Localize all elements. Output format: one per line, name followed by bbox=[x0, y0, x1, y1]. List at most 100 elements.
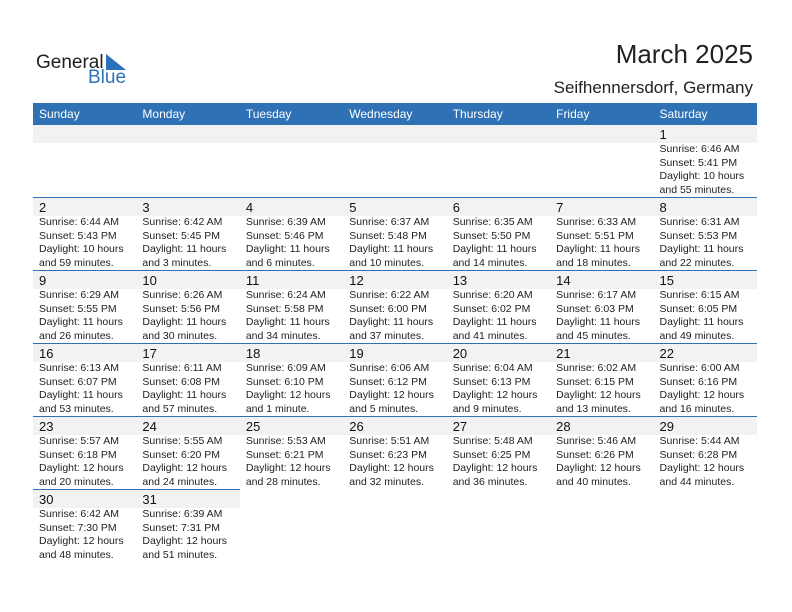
sunrise-text: Sunrise: 6:00 AM bbox=[659, 362, 740, 374]
daylight-text: and 44 minutes. bbox=[659, 475, 735, 488]
day-cell: 11 Sunrise: 6:24 AM Sunset: 5:58 PM Dayligh… bbox=[239, 270, 344, 344]
day-cell: 15 Sunrise: 6:15 AM Sunset: 6:05 PM Dayligh… bbox=[653, 270, 757, 344]
day-cell: 8 Sunrise: 6:31 AM Sunset: 5:53 PM Daylight… bbox=[653, 197, 757, 271]
sunset-text: Sunset: 5:56 PM bbox=[142, 302, 221, 315]
day-cell: 6 Sunrise: 6:35 AM Sunset: 5:50 PM Daylight… bbox=[446, 197, 551, 271]
daylight-text: and 26 minutes. bbox=[39, 329, 114, 342]
sunset-text: Sunset: 5:50 PM bbox=[452, 229, 531, 242]
daylight-text: Daylight: 12 hours bbox=[659, 389, 745, 401]
daylight-text: Daylight: 11 hours bbox=[452, 243, 537, 255]
day-number: 3 bbox=[136, 198, 240, 216]
daylight-text: and 36 minutes. bbox=[452, 475, 528, 488]
logo-text-general: General bbox=[36, 52, 104, 73]
daylight-text: Daylight: 12 hours bbox=[349, 389, 434, 401]
daylight-text: and 59 minutes. bbox=[39, 256, 114, 269]
day-cell bbox=[343, 125, 447, 198]
day-number: 23 bbox=[33, 417, 137, 435]
day-cell bbox=[136, 125, 240, 198]
day-cell: 12 Sunrise: 6:22 AM Sunset: 6:00 PM Dayligh… bbox=[343, 270, 447, 344]
daylight-text: Daylight: 11 hours bbox=[39, 389, 123, 401]
day-cell: 31 Sunrise: 6:39 AM Sunset: 7:31 PM Dayligh… bbox=[136, 489, 240, 562]
calendar-table: Sunday Monday Tuesday Wednesday Thursday Frid… bbox=[33, 103, 757, 562]
daylight-text: Daylight: 12 hours bbox=[39, 462, 124, 474]
daylight-text: Daylight: 11 hours bbox=[659, 243, 744, 255]
daylight-text: and 55 minutes. bbox=[659, 183, 735, 196]
day-number: 20 bbox=[446, 344, 551, 362]
location: Seifhennersdorf, Germany bbox=[553, 78, 753, 97]
sunrise-text: Sunrise: 6:44 AM bbox=[39, 216, 119, 228]
sunrise-text: Sunrise: 6:29 AM bbox=[39, 289, 119, 301]
sunrise-text: Sunrise: 6:02 AM bbox=[556, 362, 637, 374]
day-number: 30 bbox=[33, 490, 137, 508]
daylight-text: and 49 minutes. bbox=[659, 329, 735, 342]
weekday-sunday: Sunday bbox=[33, 103, 137, 125]
daylight-text: and 37 minutes. bbox=[349, 329, 424, 342]
logo-triangle-icon bbox=[106, 54, 126, 70]
day-cell bbox=[240, 490, 343, 563]
day-cell: 27 Sunrise: 5:48 AM Sunset: 6:25 PM Dayligh… bbox=[446, 416, 551, 490]
sunset-text: Sunset: 5:43 PM bbox=[39, 229, 117, 242]
daylight-text: Daylight: 11 hours bbox=[245, 316, 330, 328]
daylight-text: Daylight: 12 hours bbox=[556, 462, 641, 474]
daylight-text: and 48 minutes. bbox=[39, 548, 114, 561]
daylight-text: and 51 minutes. bbox=[142, 548, 218, 561]
daylight-text: and 9 minutes. bbox=[452, 402, 522, 415]
day-cell bbox=[654, 490, 757, 563]
daylight-text: Daylight: 12 hours bbox=[245, 389, 331, 401]
weekday-friday: Friday bbox=[550, 103, 654, 125]
day-cell: 23 Sunrise: 5:57 AM Sunset: 6:18 PM Dayligh… bbox=[33, 416, 137, 490]
sunset-text: Sunset: 5:58 PM bbox=[245, 302, 324, 315]
day-number: 21 bbox=[550, 344, 654, 362]
daylight-text: and 40 minutes. bbox=[556, 475, 631, 488]
day-cell bbox=[550, 490, 653, 563]
day-cell: 30 Sunrise: 6:42 AM Sunset: 7:30 PM Dayligh… bbox=[33, 489, 137, 562]
sunrise-text: Sunrise: 6:39 AM bbox=[245, 216, 326, 228]
weekday-header: Sunday Monday Tuesday Wednesday Thursday Frid… bbox=[33, 103, 757, 125]
day-number: 13 bbox=[446, 271, 551, 289]
sunset-text: Sunset: 5:51 PM bbox=[556, 229, 634, 242]
sunrise-text: Sunrise: 6:39 AM bbox=[142, 508, 223, 520]
sunrise-text: Sunrise: 6:31 AM bbox=[659, 216, 740, 228]
daylight-text: and 22 minutes. bbox=[659, 256, 735, 269]
day-cell: 21 Sunrise: 6:02 AM Sunset: 6:15 PM Dayligh… bbox=[550, 343, 654, 417]
sunset-text: Sunset: 6:16 PM bbox=[659, 375, 738, 388]
sunset-text: Sunset: 6:23 PM bbox=[349, 448, 427, 461]
daylight-text: Daylight: 12 hours bbox=[142, 535, 228, 547]
sunset-text: Sunset: 5:48 PM bbox=[349, 229, 427, 242]
day-number: 17 bbox=[136, 344, 240, 362]
day-cell: 3 Sunrise: 6:42 AM Sunset: 5:45 PM Daylight… bbox=[136, 197, 240, 271]
day-number: 10 bbox=[136, 271, 240, 289]
daylight-text: and 34 minutes. bbox=[245, 329, 321, 342]
day-number: 4 bbox=[239, 198, 344, 216]
sunrise-text: Sunrise: 5:48 AM bbox=[452, 435, 533, 447]
day-cell: 9 Sunrise: 6:29 AM Sunset: 5:55 PM Daylight… bbox=[33, 270, 137, 344]
daylight-text: and 30 minutes. bbox=[142, 329, 218, 342]
day-number: 22 bbox=[653, 344, 757, 362]
sunrise-text: Sunrise: 6:09 AM bbox=[245, 362, 326, 374]
daylight-text: and 5 minutes. bbox=[349, 402, 419, 415]
sunset-text: Sunset: 5:45 PM bbox=[142, 229, 221, 242]
sunset-text: Sunset: 6:02 PM bbox=[452, 302, 531, 315]
sunset-text: Sunset: 7:30 PM bbox=[39, 521, 117, 534]
sunset-text: Sunset: 5:55 PM bbox=[39, 302, 117, 315]
day-cell: 13 Sunrise: 6:20 AM Sunset: 6:02 PM Dayligh… bbox=[446, 270, 551, 344]
sunrise-text: Sunrise: 6:11 AM bbox=[142, 362, 222, 374]
day-cell: 24 Sunrise: 5:55 AM Sunset: 6:20 PM Dayligh… bbox=[136, 416, 240, 490]
day-number: 2 bbox=[33, 198, 137, 216]
sunset-text: Sunset: 6:12 PM bbox=[349, 375, 427, 388]
sunset-text: Sunset: 5:41 PM bbox=[659, 156, 738, 169]
day-number: 14 bbox=[550, 271, 654, 289]
daylight-text: Daylight: 11 hours bbox=[142, 316, 227, 328]
day-cell: 7 Sunrise: 6:33 AM Sunset: 5:51 PM Daylight… bbox=[550, 197, 654, 271]
daylight-text: and 32 minutes. bbox=[349, 475, 424, 488]
daylight-text: Daylight: 11 hours bbox=[556, 316, 640, 328]
week-row: 23 Sunrise: 5:57 AM Sunset: 6:18 PM Dayligh… bbox=[33, 416, 757, 490]
day-cell: 28 Sunrise: 5:46 AM Sunset: 6:26 PM Dayligh… bbox=[550, 416, 654, 490]
day-number: 12 bbox=[343, 271, 447, 289]
sunset-text: Sunset: 6:20 PM bbox=[142, 448, 221, 461]
daylight-text: and 18 minutes. bbox=[556, 256, 631, 269]
day-cell: 16 Sunrise: 6:13 AM Sunset: 6:07 PM Dayligh… bbox=[33, 343, 137, 417]
day-number: 5 bbox=[343, 198, 447, 216]
sunrise-text: Sunrise: 5:57 AM bbox=[39, 435, 119, 447]
